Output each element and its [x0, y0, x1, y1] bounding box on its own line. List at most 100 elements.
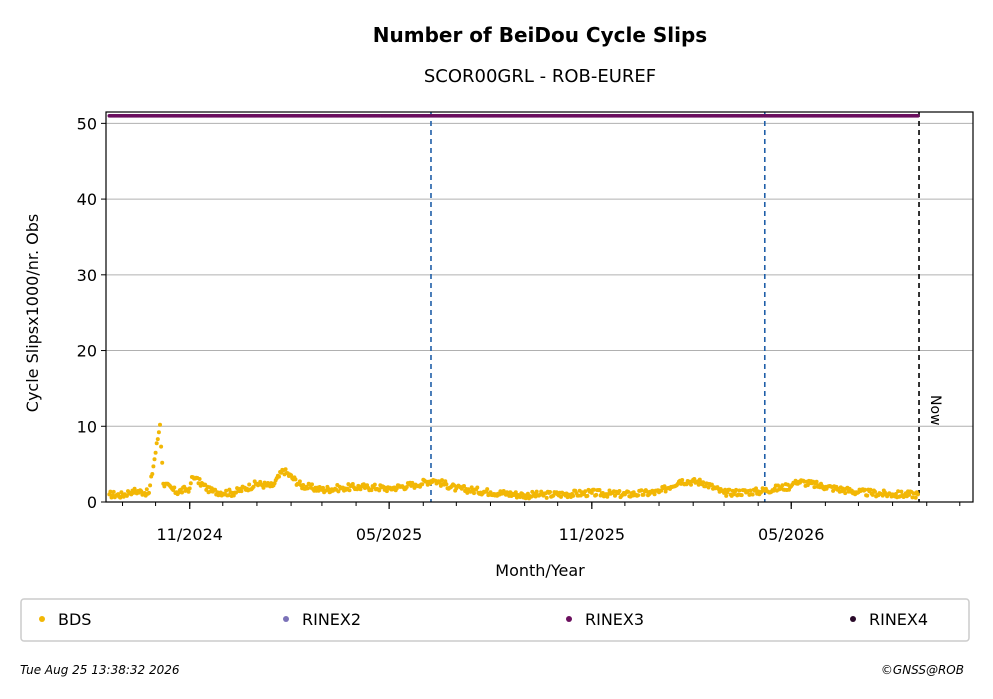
data-point — [139, 489, 144, 494]
data-point — [187, 486, 192, 491]
data-point — [583, 489, 588, 494]
legend-marker — [39, 616, 45, 622]
data-point — [659, 488, 664, 493]
plot-frame — [105, 111, 974, 503]
data-point — [899, 489, 904, 494]
data-point — [915, 492, 920, 497]
series-rinex3 — [107, 114, 920, 118]
data-point — [462, 484, 466, 488]
data-point — [739, 493, 744, 498]
data-point — [108, 489, 113, 494]
y-axis-label: Cycle Slipsx1000/nr. Obs — [23, 214, 42, 412]
data-point — [321, 485, 325, 490]
data-point — [152, 457, 157, 462]
legend-marker — [850, 616, 856, 622]
data-point — [754, 486, 758, 491]
data-point — [636, 493, 641, 498]
x-tick-label: 11/2025 — [559, 525, 625, 544]
data-point — [626, 489, 631, 494]
data-point — [305, 486, 310, 491]
data-point — [578, 493, 583, 498]
data-point — [440, 478, 444, 483]
data-point — [153, 450, 158, 455]
data-point — [916, 114, 920, 118]
data-point — [226, 493, 231, 498]
data-point — [277, 474, 281, 479]
x-tick-label: 05/2026 — [758, 525, 824, 544]
data-point — [896, 489, 901, 494]
data-point — [119, 490, 124, 495]
data-point — [513, 490, 518, 495]
data-point — [350, 482, 355, 486]
legend: BDS RINEX2 RINEX3 RINEX4 — [20, 598, 970, 642]
data-point — [158, 422, 162, 427]
data-point — [372, 482, 377, 487]
y-tick-label: 10 — [77, 417, 97, 436]
data-point — [347, 488, 352, 493]
data-point — [224, 488, 229, 493]
data-point — [873, 489, 877, 494]
legend-label: RINEX2 — [302, 610, 361, 629]
data-point — [594, 492, 599, 497]
data-point — [247, 482, 252, 487]
data-point — [880, 493, 885, 498]
data-point — [361, 482, 366, 487]
data-point — [870, 492, 875, 497]
x-axis-label: Month/Year — [495, 561, 585, 580]
data-point — [111, 489, 116, 494]
data-point — [585, 493, 590, 498]
y-tick-label: 0 — [87, 493, 97, 512]
data-point — [868, 487, 873, 492]
data-point — [452, 483, 457, 488]
data-point — [571, 493, 576, 498]
data-point — [701, 480, 706, 485]
data-point — [472, 491, 476, 496]
now-label: Now — [927, 395, 943, 426]
data-point — [548, 490, 552, 494]
data-point — [617, 489, 622, 493]
chart-title: Number of BeiDou Cycle Slips — [373, 23, 707, 47]
data-point — [814, 479, 819, 484]
data-point — [444, 482, 449, 487]
data-point — [727, 487, 732, 492]
data-point — [283, 467, 288, 472]
chart-subtitle: SCOR00GRL - ROB-EUREF — [424, 66, 656, 87]
data-point — [261, 485, 266, 490]
data-point — [437, 480, 442, 485]
data-point — [172, 485, 177, 490]
legend-label: RINEX4 — [869, 610, 928, 629]
data-point — [404, 485, 409, 489]
data-point — [150, 472, 155, 476]
y-tick-label: 30 — [77, 266, 97, 285]
data-point — [154, 441, 159, 446]
data-point — [722, 490, 726, 495]
legend-label: BDS — [58, 610, 91, 629]
series-bds — [107, 422, 920, 501]
data-point — [272, 481, 277, 486]
x-tick-label: 05/2025 — [356, 525, 422, 544]
data-point — [156, 430, 161, 435]
footer-credit: ©GNSS@ROB — [881, 663, 964, 677]
data-point — [544, 495, 549, 500]
y-tick-label: 20 — [77, 342, 97, 361]
data-point — [597, 488, 602, 492]
legend-marker — [566, 616, 572, 622]
data-point — [310, 482, 314, 487]
data-point — [910, 495, 915, 500]
data-point — [780, 483, 785, 488]
y-tick-label: 50 — [77, 114, 97, 133]
data-point — [147, 490, 151, 495]
data-point — [420, 482, 425, 487]
data-point — [159, 444, 164, 449]
data-point — [144, 487, 149, 492]
data-point — [297, 479, 302, 484]
data-point — [589, 490, 594, 495]
data-point — [750, 492, 755, 497]
data-point — [748, 488, 753, 493]
legend-box — [20, 598, 970, 642]
data-point — [843, 491, 848, 496]
data-point — [689, 482, 693, 487]
data-point — [293, 477, 298, 482]
data-point — [160, 460, 165, 465]
